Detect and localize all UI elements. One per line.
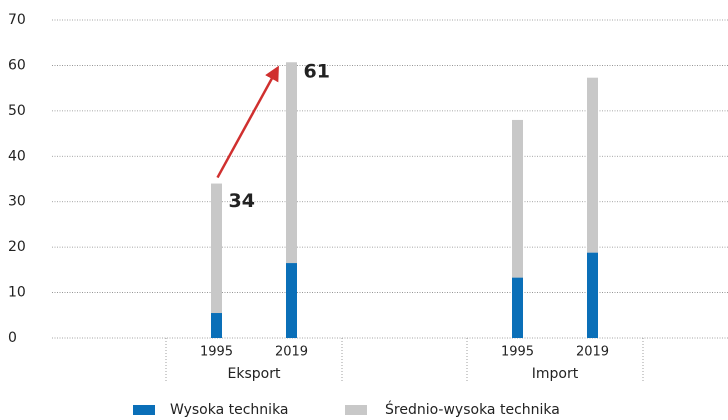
group-label: Import: [532, 366, 579, 382]
y-tick-label: 10: [8, 285, 26, 301]
annotation: 34: [229, 190, 255, 212]
group-label: Eksport: [228, 366, 281, 382]
y-tick-label: 30: [8, 194, 26, 210]
legend-swatch: [345, 405, 367, 415]
x-tick-label: 1995: [501, 345, 534, 360]
bar-segment: [587, 77, 598, 253]
x-tick-label: 2019: [576, 345, 609, 360]
annotation-arrow: [216, 65, 279, 179]
bar-segment: [211, 313, 222, 338]
y-tick-label: 0: [8, 330, 17, 346]
y-tick-label: 70: [8, 12, 26, 28]
bar-segment: [587, 252, 598, 338]
bar-segment: [512, 119, 523, 278]
y-tick-label: 50: [8, 103, 26, 119]
y-tick-label: 20: [8, 239, 26, 255]
y-tick-label: 40: [8, 148, 26, 164]
bar-segment: [286, 263, 297, 338]
x-tick-label: 2019: [275, 345, 308, 360]
legend-label: Średnio-wysoka technika: [385, 400, 560, 418]
legend-label: Wysoka technika: [170, 402, 289, 418]
annotation: 61: [304, 61, 330, 83]
bar-segment: [211, 183, 222, 314]
legend-swatch: [133, 405, 155, 415]
x-tick-label: 1995: [200, 345, 233, 360]
bar-segment: [512, 277, 523, 338]
bar-segment: [286, 62, 297, 264]
y-tick-label: 60: [8, 57, 26, 73]
